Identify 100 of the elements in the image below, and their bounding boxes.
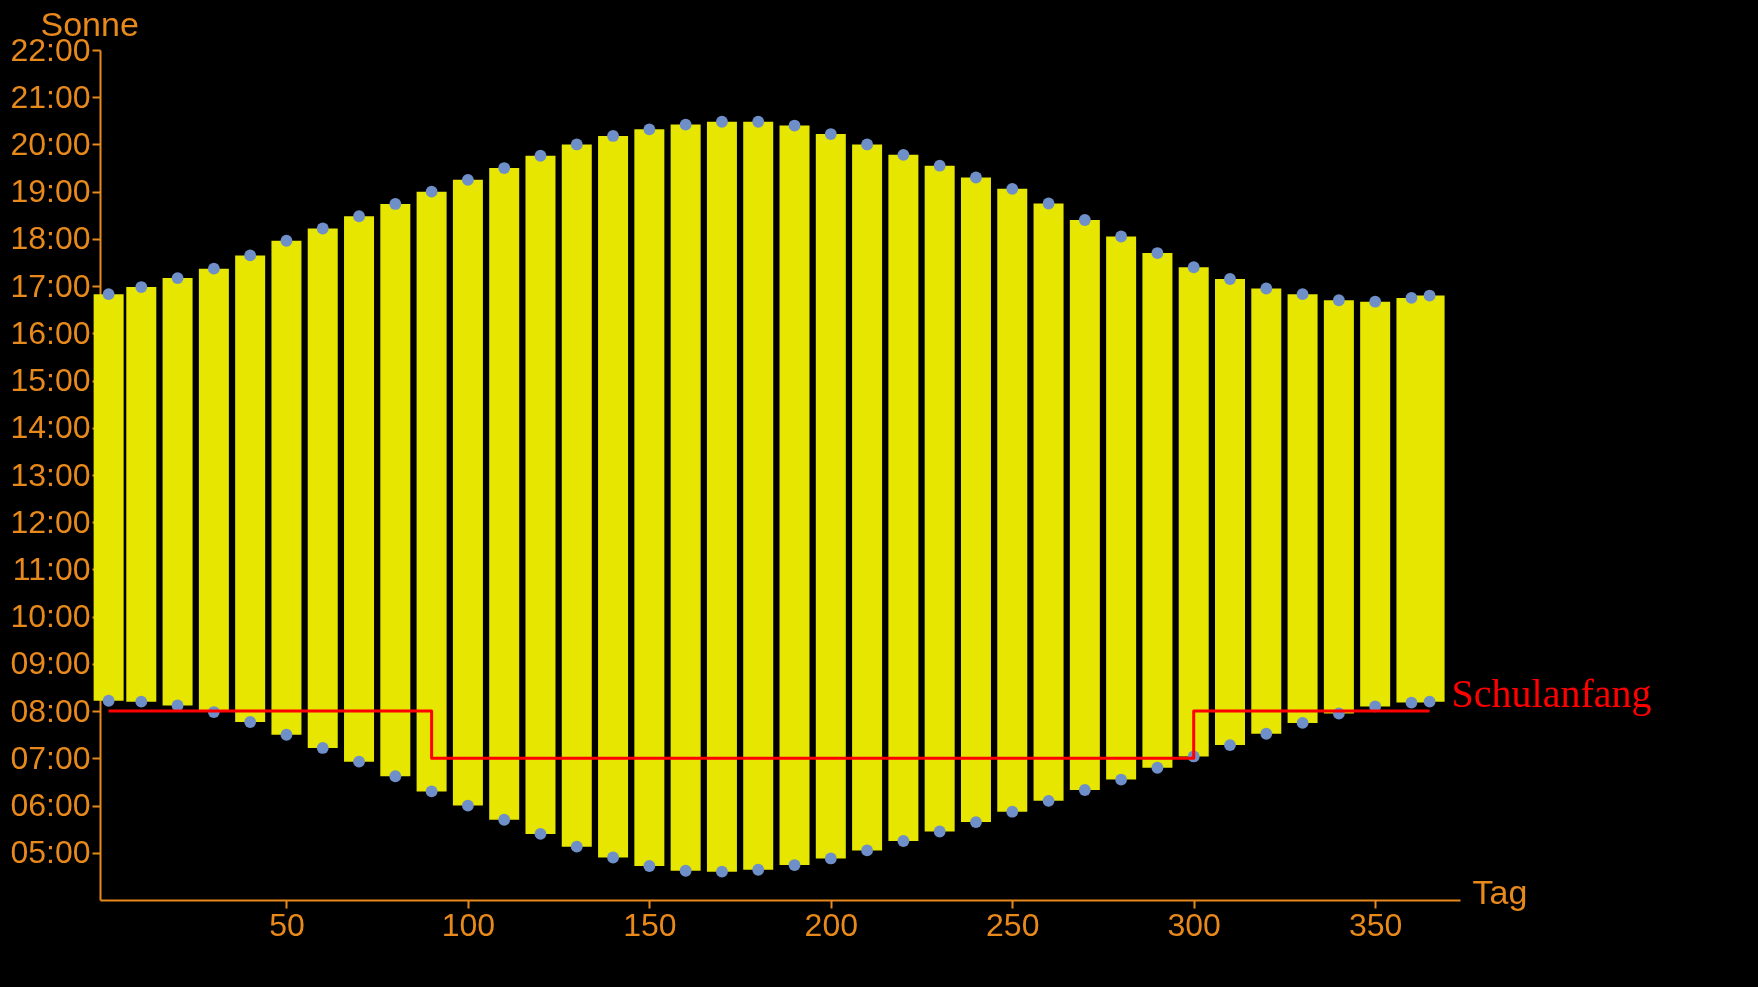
point: [1332, 294, 1345, 307]
point: [1187, 261, 1200, 274]
bar: [126, 287, 157, 702]
bar: [198, 268, 229, 713]
bar: [1142, 253, 1173, 768]
point: [1151, 247, 1164, 259]
point: [389, 770, 402, 783]
point: [788, 859, 801, 871]
bar: [1287, 294, 1318, 723]
y-tick-label: 21:00: [10, 78, 91, 115]
point: [897, 148, 910, 161]
point: [498, 813, 511, 826]
point: [353, 755, 365, 768]
bar: [815, 134, 846, 859]
point: [461, 799, 474, 812]
bar: [598, 135, 629, 858]
point: [1260, 282, 1273, 295]
bar: [1069, 220, 1100, 790]
point: [1224, 739, 1236, 752]
point: [461, 173, 474, 186]
y-tick-label: 05:00: [10, 834, 91, 871]
point: [1151, 761, 1164, 774]
point: [752, 115, 765, 128]
bar: [743, 121, 774, 870]
point: [679, 118, 692, 131]
point: [824, 852, 837, 865]
bar: [1360, 301, 1391, 707]
point: [643, 860, 656, 872]
point: [1423, 289, 1436, 302]
y-tick-label: 12:00: [10, 503, 91, 540]
point: [788, 119, 801, 132]
bar: [307, 228, 338, 748]
point: [716, 865, 728, 878]
bar: [997, 188, 1028, 812]
y-tick-label: 13:00: [10, 456, 91, 493]
y-tick-label: 20:00: [10, 125, 91, 162]
y-tick-label: 10:00: [10, 598, 91, 635]
point: [570, 138, 583, 151]
point: [970, 816, 982, 828]
bar: [852, 144, 883, 851]
y-tick-label: 14:00: [10, 409, 91, 446]
point: [824, 128, 837, 140]
point: [353, 210, 365, 223]
y-tick-label: 11:00: [12, 550, 91, 587]
bar: [235, 255, 266, 722]
bar: [670, 124, 701, 871]
series-label: Schulanfang: [1451, 671, 1652, 717]
point: [135, 695, 148, 708]
y-tick-label: 06:00: [10, 787, 91, 824]
y-tick-label: 18:00: [10, 220, 91, 257]
point: [643, 123, 656, 136]
point: [1006, 805, 1019, 818]
point: [1115, 230, 1128, 243]
x-tick-label: 50: [269, 906, 305, 943]
point: [970, 171, 982, 184]
point: [316, 222, 329, 235]
point: [316, 742, 329, 754]
point: [1296, 717, 1309, 729]
point: [1369, 295, 1382, 308]
point: [861, 844, 874, 857]
point: [135, 281, 148, 293]
point: [679, 864, 692, 877]
bar: [489, 168, 520, 820]
point: [244, 249, 257, 262]
y-tick-label: 07:00: [10, 739, 91, 776]
y-tick-label: 09:00: [10, 645, 91, 682]
point: [716, 115, 728, 128]
point: [570, 840, 583, 853]
y-tick-label: 16:00: [10, 314, 91, 351]
point: [102, 288, 115, 301]
y-tick-label: 08:00: [10, 692, 91, 729]
point: [752, 863, 765, 876]
bar: [1215, 279, 1245, 746]
x-tick-label: 200: [804, 906, 858, 943]
point: [498, 162, 511, 174]
bar: [525, 155, 556, 834]
bar: [1033, 203, 1064, 801]
bar: [924, 165, 955, 832]
point: [1006, 182, 1019, 195]
bar: [561, 144, 592, 847]
bar: [162, 278, 193, 706]
point: [861, 138, 874, 151]
bar: [706, 121, 737, 872]
point: [1078, 784, 1091, 796]
point: [933, 825, 946, 838]
point: [425, 785, 438, 798]
point: [1405, 696, 1418, 709]
x-tick-label: 150: [623, 906, 677, 943]
x-tick-label: 250: [986, 906, 1040, 943]
bar: [452, 179, 483, 806]
point: [1042, 794, 1055, 807]
x-tick-label: 300: [1167, 906, 1221, 943]
bar: [1251, 288, 1282, 734]
bar: [380, 203, 411, 777]
bar: [779, 125, 810, 866]
point: [207, 262, 220, 275]
bar: [271, 240, 302, 735]
point: [607, 851, 619, 864]
point: [1042, 197, 1055, 210]
point: [171, 272, 184, 284]
